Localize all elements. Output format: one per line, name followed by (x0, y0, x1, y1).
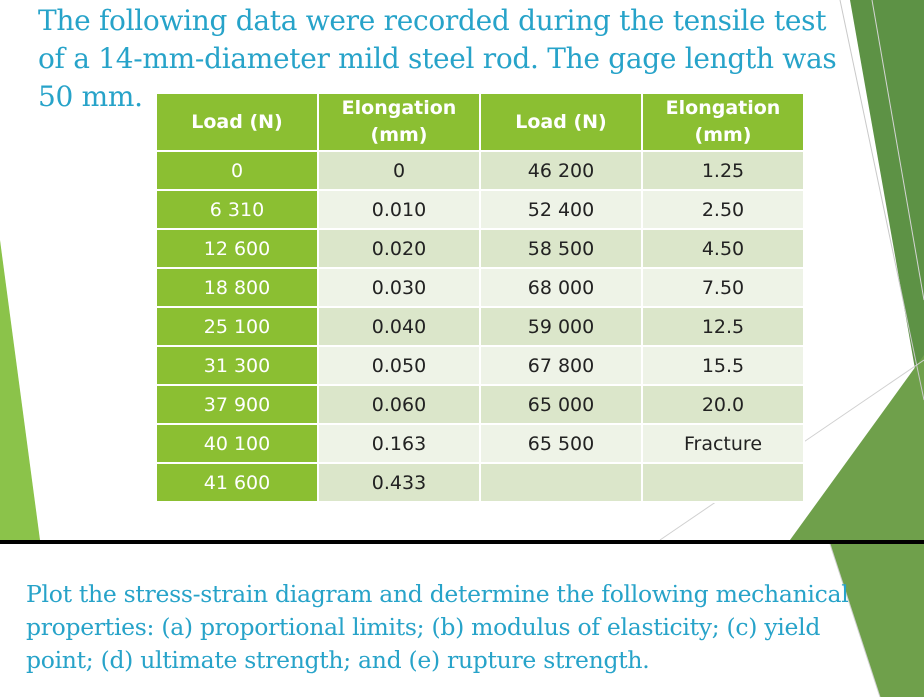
table-row: 0 0 46 200 1.25 (155, 150, 805, 191)
table-cell: 0.040 (317, 306, 481, 347)
tensile-data-table: Load (N) Elongation (mm) Load (N) Elonga… (155, 92, 805, 503)
table-row: 37 900 0.060 65 000 20.0 (155, 384, 805, 425)
table-cell: 68 000 (479, 267, 643, 308)
table-cell: 58 500 (479, 228, 643, 269)
left-green-sliver (0, 240, 40, 540)
table-cell: 0.030 (317, 267, 481, 308)
table-cell: 65 000 (479, 384, 643, 425)
table-row: 41 600 0.433 (155, 462, 805, 503)
table-cell: 0 (317, 150, 481, 191)
header-elongation-1: Elongation (mm) (317, 92, 481, 152)
table-cell: 12 600 (155, 228, 319, 269)
table-cell: 40 100 (155, 423, 319, 464)
table-cell: 41 600 (155, 462, 319, 503)
table-cell: 2.50 (641, 189, 805, 230)
section-divider (0, 540, 924, 544)
table-cell: 59 000 (479, 306, 643, 347)
table-cell: 46 200 (479, 150, 643, 191)
header-elongation-2: Elongation (mm) (641, 92, 805, 152)
table-row: 12 600 0.020 58 500 4.50 (155, 228, 805, 269)
deco-line-2 (871, 0, 924, 301)
table-cell: 52 400 (479, 189, 643, 230)
problem-heading: The following data were recorded during … (38, 4, 837, 113)
table-cell: 0.010 (317, 189, 481, 230)
table-header-row: Load (N) Elongation (mm) Load (N) Elonga… (155, 92, 805, 152)
table-cell: 0 (155, 150, 319, 191)
table-cell (641, 462, 805, 503)
table-cell: 0.163 (317, 423, 481, 464)
table-cell: Fracture (641, 423, 805, 464)
table-cell: 18 800 (155, 267, 319, 308)
table-cell: 0.020 (317, 228, 481, 269)
table-row: 40 100 0.163 65 500 Fracture (155, 423, 805, 464)
header-load-1: Load (N) (155, 92, 319, 152)
table-cell: 0.060 (317, 384, 481, 425)
table-cell: 7.50 (641, 267, 805, 308)
table-cell: 12.5 (641, 306, 805, 347)
table-row: 18 800 0.030 68 000 7.50 (155, 267, 805, 308)
table-cell: 67 800 (479, 345, 643, 386)
table-row: 25 100 0.040 59 000 12.5 (155, 306, 805, 347)
table-cell: 0.433 (317, 462, 481, 503)
header-load-2: Load (N) (479, 92, 643, 152)
table-cell: 25 100 (155, 306, 319, 347)
table-row: 6 310 0.010 52 400 2.50 (155, 189, 805, 230)
right-green-shape (790, 355, 924, 540)
table-cell: 6 310 (155, 189, 319, 230)
top-right-green-shape (850, 0, 924, 420)
table-cell: 4.50 (641, 228, 805, 269)
table-cell: 31 300 (155, 345, 319, 386)
table-cell: 0.050 (317, 345, 481, 386)
table-cell (479, 462, 643, 503)
table-cell: 65 500 (479, 423, 643, 464)
table-cell: 37 900 (155, 384, 319, 425)
table-cell: 15.5 (641, 345, 805, 386)
table-cell: 1.25 (641, 150, 805, 191)
table-row: 31 300 0.050 67 800 15.5 (155, 345, 805, 386)
problem-question: Plot the stress-strain diagram and deter… (26, 580, 849, 674)
table-cell: 20.0 (641, 384, 805, 425)
